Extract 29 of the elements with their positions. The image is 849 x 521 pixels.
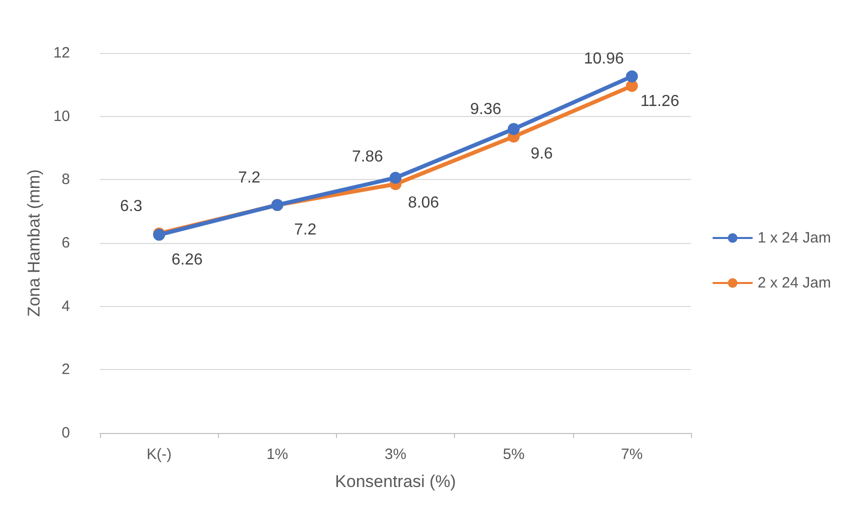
legend-label: 2 x 24 Jam xyxy=(758,274,832,292)
y-tick-label: 8 xyxy=(62,171,70,188)
y-tick-label: 6 xyxy=(62,234,70,252)
y-tick-label: 2 xyxy=(62,361,70,378)
x-axis-title: Konsentrasi (%) xyxy=(335,472,456,491)
data-label: 6.26 xyxy=(172,251,203,268)
data-label: 7.2 xyxy=(238,170,261,186)
data-label: 6.3 xyxy=(120,198,142,215)
y-tick-label: 0 xyxy=(62,424,70,442)
point xyxy=(390,172,402,184)
y-tick-label: 10 xyxy=(53,108,70,125)
y-axis-title: Zona Hambat (mm) xyxy=(24,169,44,317)
x-tick-label: 7% xyxy=(621,446,643,463)
x-tick-label: 1% xyxy=(266,446,288,463)
legend-label: 1 x 24 Jam xyxy=(758,230,832,246)
point xyxy=(626,70,638,82)
data-label: 7.2 xyxy=(294,222,317,238)
data-label: 9.6 xyxy=(530,146,553,162)
data-label: 11.26 xyxy=(640,92,680,110)
y-tick-label: 4 xyxy=(62,298,70,315)
x-tick-label: K(-) xyxy=(146,446,172,463)
data-label: 7.86 xyxy=(352,148,384,166)
x-tick-label: 3% xyxy=(384,446,406,463)
data-label: 8.06 xyxy=(408,194,440,212)
data-label: 9.36 xyxy=(470,101,502,118)
y-tick-label: 12 xyxy=(53,44,70,62)
point xyxy=(508,123,520,135)
data-label: 10.96 xyxy=(584,50,624,68)
x-tick-label: 5% xyxy=(502,446,525,463)
